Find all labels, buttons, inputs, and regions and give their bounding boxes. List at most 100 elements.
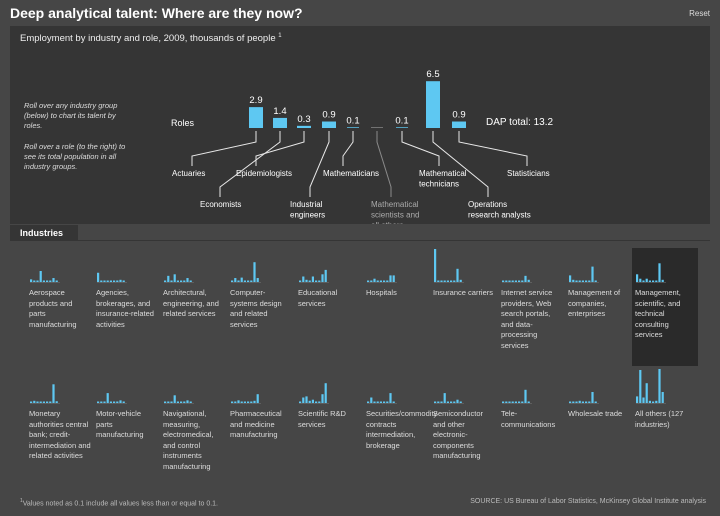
industry-tile-motor-vehicle-parts-manufacturing[interactable]: Motor-vehicle parts manufacturing [93,369,159,489]
industry-mini-bar [575,401,578,403]
industry-label: Scientific R&D services [298,409,346,429]
industry-mini-bar [575,280,578,282]
industry-mini-chart [299,269,329,283]
industry-tile-scientific-r-d-services[interactable]: Scientific R&D services [295,369,361,489]
industry-label: Monetary authorities central bank; credi… [29,409,91,460]
industry-tile-pharmaceutical-and-medicine-manufacturing[interactable]: Pharmaceutical and medicine manufacturin… [227,369,293,489]
role-leader-line [219,131,281,197]
industry-mini-bar [392,275,395,282]
industry-mini-bar [324,269,327,282]
role-label-operations-research-analysts[interactable]: Operations [468,200,507,209]
industry-tile-computer-systems-design-and-related-services[interactable]: Computer-systems design and related serv… [227,248,293,366]
industry-mini-bar [231,401,234,403]
role-label-mathematical-technicians[interactable]: technicians [419,180,459,189]
role-bar-mathematicians[interactable] [347,127,359,128]
industry-mini-bar [505,280,508,282]
role-label-actuaries[interactable]: Actuaries [172,169,205,178]
role-leader-line [401,131,440,166]
industry-tile-management-of-companies-enterprises[interactable]: Management of companies, enterprises [565,248,631,366]
industry-mini-bar [389,393,392,403]
industry-mini-chart [434,249,464,283]
chart-subtitle: Employment by industry and role, 2009, t… [20,33,282,44]
industry-mini-bar [308,400,311,403]
role-bar-epidemiologists[interactable] [297,125,311,128]
industry-tile-navigational-measuring-electromedical-and-control-instruments-manufacturing[interactable]: Navigational, measuring, electromedical,… [160,369,226,489]
role-label-mathematical-scientists-and-all-others[interactable]: Mathematical [371,200,419,209]
role-bar-economists[interactable] [273,117,287,128]
instruction-role: Roll over a role (to the right) to see i… [24,142,126,171]
industry-tile-management-scientific-and-technical-consulting-services[interactable]: Management, scientific, and technical co… [632,248,698,366]
industry-mini-bar [176,401,179,403]
industry-mini-bar [588,280,591,282]
industry-tile-internet-service-providers-web-search-portals-and-data-processing-services[interactable]: Internet service providers, Web search p… [498,248,564,366]
role-bar-mathematical-scientists-and-all-others[interactable] [371,127,383,128]
industry-mini-bar [443,393,446,403]
industry-label: Tele-communications [501,409,556,429]
role-label-epidemiologists[interactable]: Epidemiologists [236,169,292,178]
industry-tile-architectural-engineering-and-related-services[interactable]: Architectural, engineering, and related … [160,248,226,366]
industry-label: Securities/commodity contracts intermedi… [366,409,438,450]
role-label-mathematical-scientists-and-all-others[interactable]: scientists and [371,211,419,220]
industry-mini-bar [655,280,658,282]
industry-mini-bar [97,272,100,282]
industry-mini-bar [240,401,243,403]
role-leader-line [255,131,305,166]
industry-mini-bar [36,401,39,403]
industry-mini-bar [434,249,437,282]
industry-tile-all-others-127-industries[interactable]: All others (127 industries) [632,369,698,489]
industry-mini-chart [231,394,261,404]
role-label-mathematicians[interactable]: Mathematicians [323,169,379,178]
role-label-statisticians[interactable]: Statisticians [507,169,550,178]
industry-mini-bar [42,280,45,282]
role-label-industrial-engineers[interactable]: engineers [290,211,325,220]
role-label-industrial-engineers[interactable]: Industrial [290,200,323,209]
industry-mini-bar [446,280,449,282]
industry-mini-bar [52,384,55,403]
role-bar-mathematical-technicians[interactable] [396,127,408,128]
industry-mini-bar [39,401,42,403]
role-bar-actuaries[interactable] [249,107,263,128]
role-bar-statisticians[interactable] [452,121,466,128]
industry-label: Educational services [298,288,338,308]
industry-tile-insurance-carriers[interactable]: Insurance carriers [430,248,496,366]
industry-tile-wholesale-trade[interactable]: Wholesale trade [565,369,631,489]
industry-label: Semiconductor and other electronic-compo… [433,409,484,460]
industry-mini-bar [240,277,243,282]
industry-mini-bar [253,400,256,403]
industry-mini-bar [180,280,183,282]
industry-mini-bar [569,401,572,403]
industry-tile-hospitals[interactable]: Hospitals [363,248,429,366]
industry-mini-bar [315,401,318,403]
industry-tile-monetary-authorities-central-bank-credit-intermediation-and-related-activities[interactable]: Monetary authorities central bank; credi… [26,369,92,489]
industry-mini-bar [243,401,246,403]
footnote-text: Values noted as 0.1 include all values l… [22,500,219,508]
role-label-operations-research-analysts[interactable]: research analysts [468,211,531,220]
reset-button[interactable]: Reset [689,9,710,18]
industry-mini-bar [518,280,521,282]
industry-mini-bar [569,275,572,282]
industry-tile-securities-commodity-contracts-intermediation-brokerage[interactable]: Securities/commodity contracts intermedi… [363,369,438,489]
industry-label: Computer-systems design and related serv… [230,288,282,329]
role-label-mathematical-technicians[interactable]: Mathematical [419,169,467,178]
industry-mini-chart [164,274,194,283]
industry-mini-bar [39,271,42,282]
role-label-mathematical-scientists-and-all-others[interactable]: all others [371,221,403,224]
page-title: Deep analytical talent: Where are they n… [10,5,303,21]
industry-mini-bar [367,280,370,282]
industry-mini-bar [386,401,389,403]
industry-tile-agencies-brokerages-and-insurance-related-activities[interactable]: Agencies, brokerages, and insurance-rela… [93,248,159,366]
industry-mini-bar [459,279,462,282]
role-value-label: 0.1 [346,115,359,126]
role-label-economists[interactable]: Economists [200,200,241,209]
industry-mini-bar [116,401,119,403]
role-bar-operations-research-analysts[interactable] [426,81,440,128]
industry-mini-bar [33,400,36,403]
industry-tile-aerospace-products-and-parts-manufacturing[interactable]: Aerospace products and parts manufacturi… [26,248,92,366]
industry-mini-bar [30,401,33,403]
industry-mini-bar [652,280,655,282]
industry-tile-semiconductor-and-other-electronic-components-manufacturing[interactable]: Semiconductor and other electronic-compo… [430,369,496,489]
industry-tile-educational-services[interactable]: Educational services [295,248,361,366]
industry-mini-bar [36,280,39,282]
industry-tile-tele-communications[interactable]: Tele-communications [498,369,564,489]
role-bar-industrial-engineers[interactable] [322,121,336,128]
